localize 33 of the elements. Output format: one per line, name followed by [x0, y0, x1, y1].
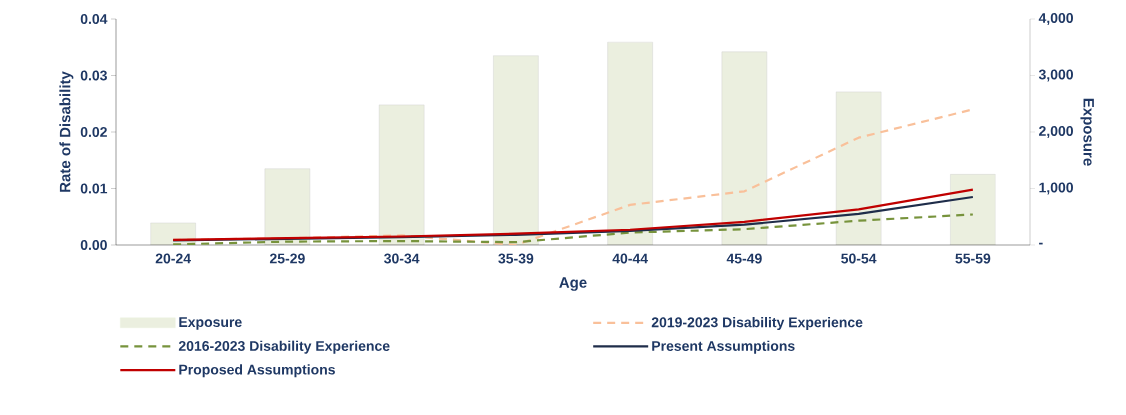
- bar: [493, 55, 539, 245]
- bar: [378, 104, 425, 245]
- x-axis-title: Age: [559, 277, 587, 291]
- y2-tick-label: -: [1039, 242, 1043, 245]
- bar: [721, 51, 768, 245]
- y-tick-label: 0.04: [80, 14, 108, 24]
- legend-label: Present Assumptions: [652, 340, 795, 354]
- y2-axis-title: Exposure: [1080, 98, 1094, 166]
- y-tick-label: 0.03: [80, 70, 107, 81]
- bar: [607, 41, 653, 245]
- bar: [950, 174, 996, 245]
- y2-tick-label: 4,000: [1038, 13, 1073, 25]
- x-tick-label: 45-49: [726, 253, 762, 264]
- y2-tick-label: 1,000: [1039, 182, 1073, 195]
- y-axis-title: Rate of Disability: [59, 71, 74, 192]
- x-tick-label: 25-29: [269, 253, 305, 264]
- legend-label: Exposure: [179, 317, 242, 330]
- x-tick-label: 40-44: [612, 253, 648, 264]
- line-series: [172, 213, 974, 245]
- x-tick-label: 35-39: [498, 253, 534, 264]
- legend-label: 2019-2023 Disability Experience: [651, 317, 863, 331]
- y2-tick-label: 3,000: [1038, 69, 1073, 82]
- x-tick-label: 55-59: [955, 253, 991, 264]
- legend-label: 2016-2023 Disability Experience: [178, 340, 390, 354]
- x-tick-label: 50-54: [841, 253, 877, 264]
- y-tick-label: 0.01: [80, 183, 108, 194]
- y-tick-label: 0.00: [80, 240, 107, 250]
- y-tick-label: 0.02: [80, 127, 107, 137]
- x-tick-label: 30-34: [384, 253, 420, 264]
- x-tick-label: 20-24: [155, 253, 191, 264]
- y2-tick-label: 2,000: [1039, 126, 1073, 138]
- legend-label: Proposed Assumptions: [179, 364, 335, 378]
- bar: [835, 91, 882, 245]
